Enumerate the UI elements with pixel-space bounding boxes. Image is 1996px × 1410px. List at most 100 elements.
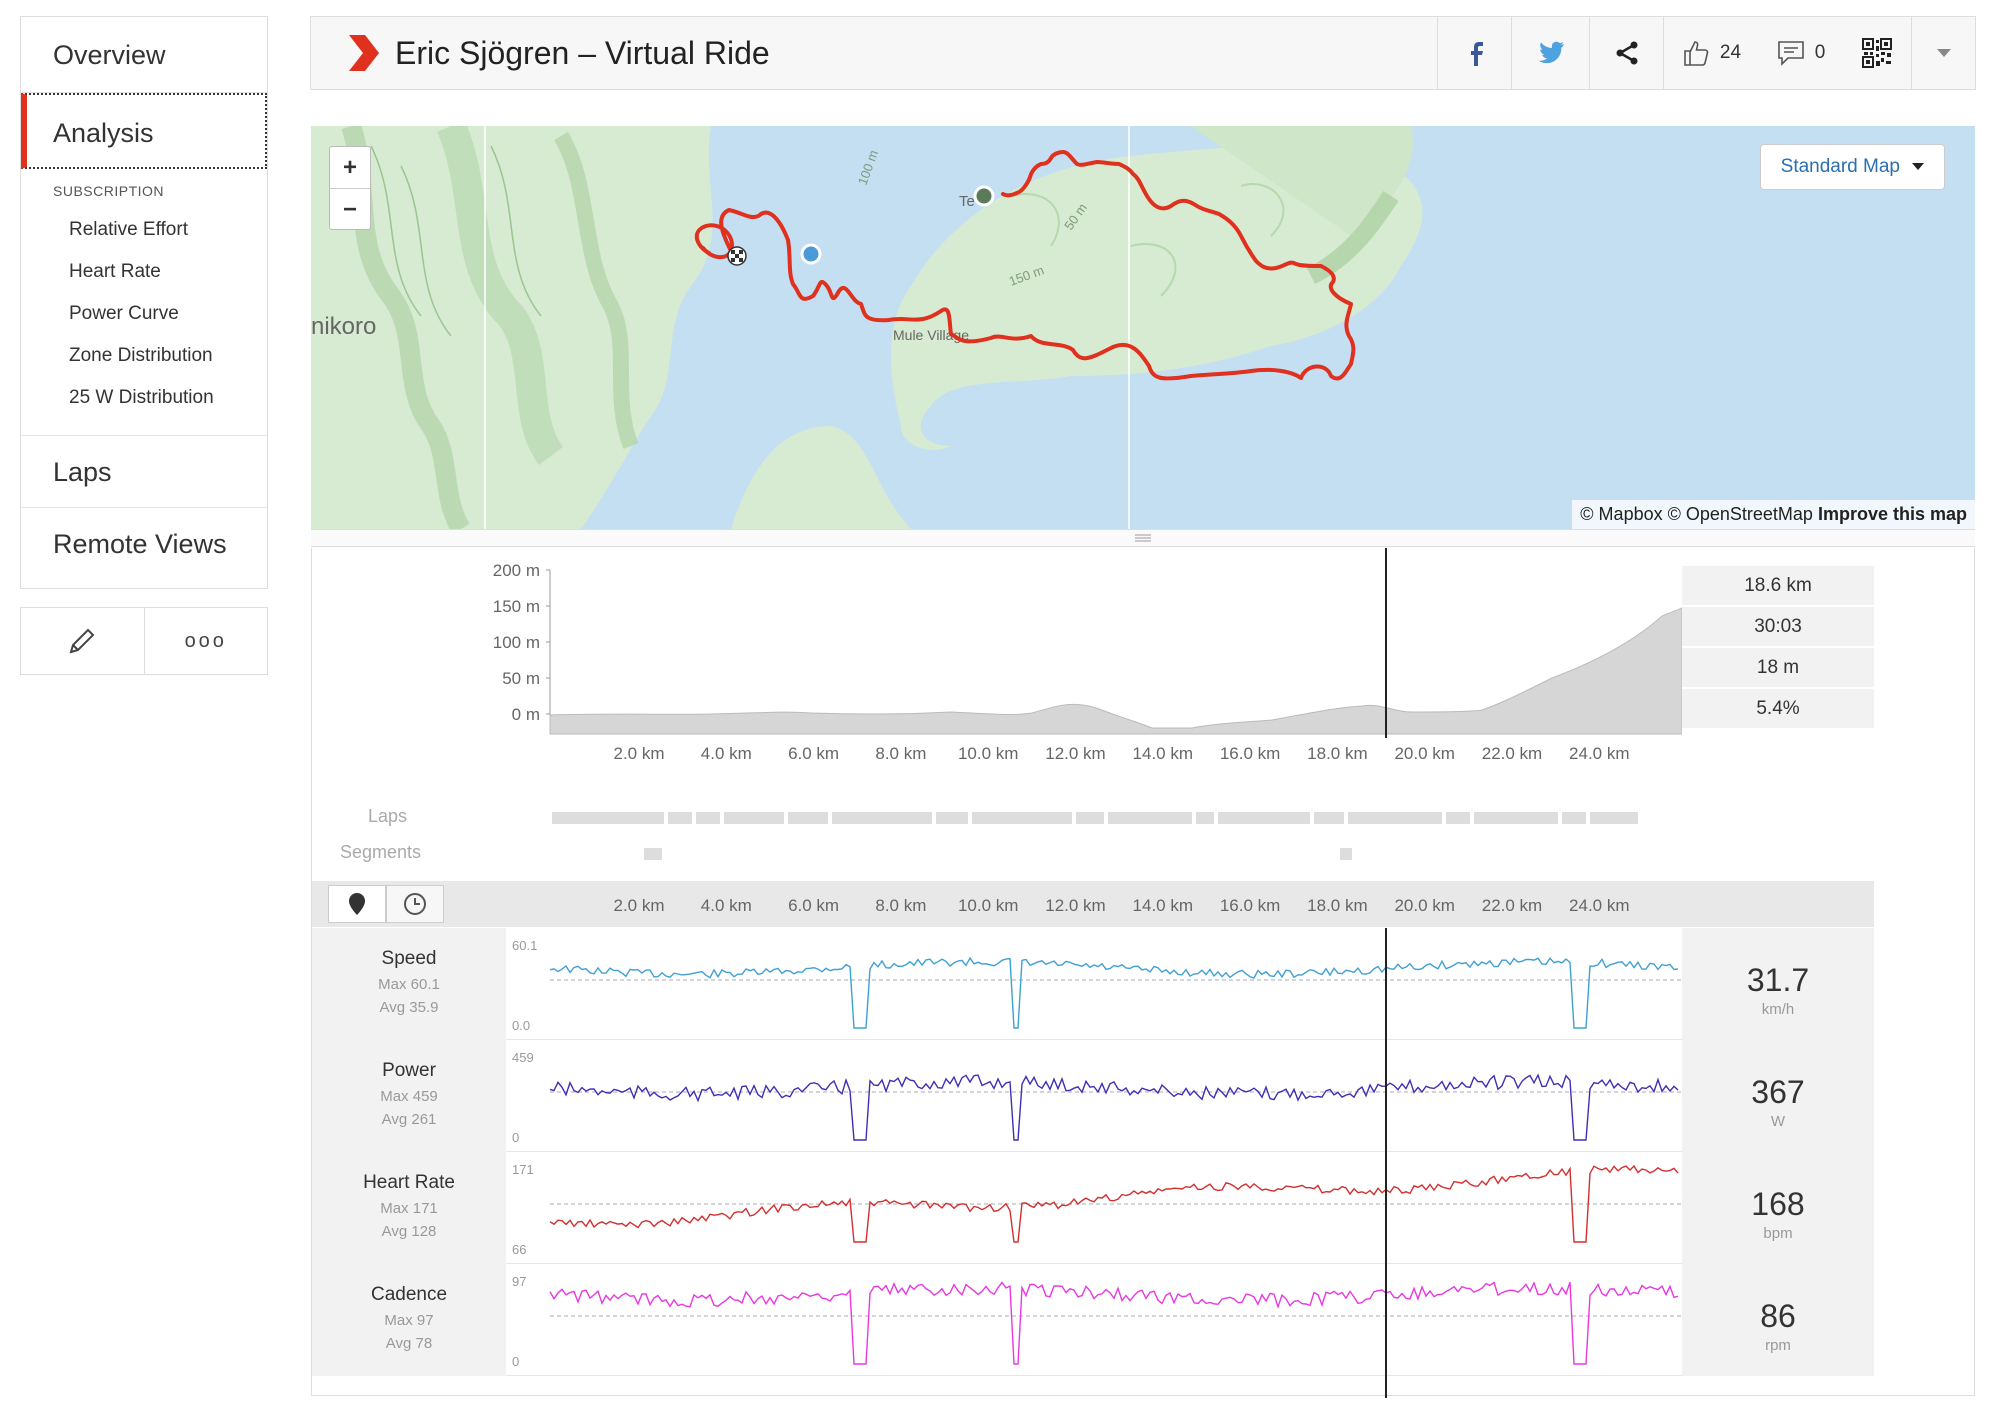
edit-button[interactable] [21,608,145,674]
map-pin-icon [349,893,365,915]
subscription-title: SUBSCRIPTION [53,183,165,199]
analysis-panel: 200 m 150 m 100 m 50 m 0 m 2.0 km 4.0 km 6.0 k… [311,548,1975,1398]
elevation-y-tick: 100 m [493,633,540,652]
stream-min-tick: 0.0 [512,1018,530,1033]
cursor-line [1385,928,1387,1398]
stream-max-tick: 171 [512,1162,534,1177]
stream-name: Cadence [370,1284,448,1305]
share-button[interactable] [1589,17,1663,89]
twitter-share-button[interactable] [1511,17,1589,89]
elevation-chart[interactable]: 200 m 150 m 100 m 50 m 0 m 2.0 km 4.0 km 6.0 k… [312,548,1682,768]
segment-marker[interactable] [1340,848,1352,860]
twitter-icon [1538,41,1564,64]
actions-dropdown-button[interactable] [1911,17,1975,89]
stream-value: 168 bpm [1682,1152,1874,1264]
distance-stat: 18.6 km [1682,566,1874,606]
stream-current-value: 367 [1751,1074,1805,1110]
distance-mode-button[interactable] [328,885,386,923]
stream-max-tick: 97 [512,1274,526,1289]
lap-bar[interactable] [788,812,828,824]
stream-row[interactable]: Heart Rate Max 171 Avg 128 168 bpm 171 66 [312,1152,1874,1264]
stream-line [549,1073,1679,1141]
improve-map-link[interactable]: Improve this map [1817,504,1967,524]
sidebar-item-remote-views[interactable]: Remote Views [53,529,227,559]
stream-unit: bpm [1763,1225,1793,1242]
sport-chevron-icon [349,35,379,71]
zoom-out-button[interactable]: − [342,196,357,223]
sidebar-item-heart-rate[interactable]: Heart Rate [69,261,161,282]
elevation-x-tick: 6.0 km [788,744,839,763]
elevation-x-tick: 18.0 km [1307,744,1367,763]
stream-x-tick: 22.0 km [1482,896,1542,915]
stream-x-tick: 20.0 km [1394,896,1454,915]
more-icon: ooo [184,629,227,652]
route-map[interactable]: 100 m 150 m 50 m nikoro Te u Mule Villag… [311,126,1975,529]
elevation-y-tick: 50 m [502,669,540,688]
stream-x-tick: 16.0 km [1220,896,1280,915]
lap-bar[interactable] [1196,812,1214,824]
time-mode-button[interactable] [386,885,444,923]
lap-bar[interactable] [936,812,968,824]
map-zoom-control: + − [329,146,371,230]
sidebar-item-analysis[interactable]: Analysis [21,93,267,169]
comments-button[interactable]: 0 [1759,17,1843,89]
lap-bar[interactable] [1446,812,1470,824]
map-style-label: Standard Map [1780,156,1900,177]
lap-bar[interactable] [1076,812,1104,824]
stream-line [549,1281,1679,1365]
kudos-button[interactable]: 24 [1663,17,1759,89]
stream-min-tick: 0 [512,1354,519,1369]
elevation-x-tick: 14.0 km [1133,744,1193,763]
lap-bar[interactable] [552,812,664,824]
sidebar-item-power-curve[interactable]: Power Curve [69,303,179,324]
lap-bar[interactable] [972,812,1072,824]
lap-bar[interactable] [1348,812,1442,824]
lap-bar[interactable] [724,812,784,824]
stream-row[interactable]: Power Max 459 Avg 261 367 W 459 0 [312,1040,1874,1152]
stream-x-tick: 4.0 km [701,896,752,915]
stream-label: Heart Rate Max 171 Avg 128 [312,1152,506,1264]
sidebar-item-overview[interactable]: Overview [21,17,267,93]
lap-bar[interactable] [1314,812,1344,824]
sidebar-tools: ooo [20,607,268,675]
sidebar-item-laps[interactable]: Laps [21,436,267,508]
more-actions-button[interactable]: ooo [145,608,268,674]
comments-count: 0 [1814,42,1826,63]
stream-row[interactable]: Speed Max 60.1 Avg 35.9 31.7 km/h 60.1 0.… [312,928,1874,1040]
current-position-marker [800,243,822,265]
stream-name: Speed [381,948,437,969]
stream-line [549,1164,1679,1243]
stream-value: 367 W [1682,1040,1874,1152]
lap-bar[interactable] [1474,812,1558,824]
stream-label: Power Max 459 Avg 261 [312,1040,506,1152]
stream-graph: 459 0 [512,1050,1682,1145]
lap-bar[interactable] [1218,812,1310,824]
stream-current-value: 86 [1760,1298,1796,1334]
sidebar-item-25w-distribution[interactable]: 25 W Distribution [69,387,214,408]
qr-code-button[interactable] [1843,17,1911,89]
sidebar-item-zone-distribution[interactable]: Zone Distribution [69,345,213,366]
lap-bar[interactable] [668,812,692,824]
lap-bar[interactable] [696,812,720,824]
place-label: nikoro [311,313,376,340]
stream-x-tick: 18.0 km [1307,896,1367,915]
map-style-select[interactable]: Standard Map [1759,144,1945,190]
streams-toolbar: 2.0 km 4.0 km 6.0 km 8.0 km 10.0 km 12.0 km 14… [312,881,1874,927]
sidebar-item-relative-effort[interactable]: Relative Effort [69,219,188,240]
elevation-x-tick: 12.0 km [1045,744,1105,763]
elevation-x-tick: 4.0 km [701,744,752,763]
segments-row-label: Segments [340,842,422,862]
segment-marker[interactable] [644,848,662,860]
map-resize-handle[interactable] [311,529,1975,547]
facebook-share-button[interactable] [1437,17,1511,89]
stream-avg: Avg 35.9 [379,999,439,1016]
stream-row[interactable]: Cadence Max 97 Avg 78 86 rpm 97 0 [312,1264,1874,1376]
lap-bar[interactable] [1108,812,1192,824]
drag-handle-icon [1135,534,1151,542]
attribution-text[interactable]: © Mapbox © OpenStreetMap [1580,504,1813,524]
lap-bar[interactable] [832,812,932,824]
lap-bar[interactable] [1562,812,1586,824]
zoom-in-button[interactable]: + [330,147,370,189]
lap-bar[interactable] [1590,812,1638,824]
stream-label: Cadence Max 97 Avg 78 [312,1264,506,1376]
